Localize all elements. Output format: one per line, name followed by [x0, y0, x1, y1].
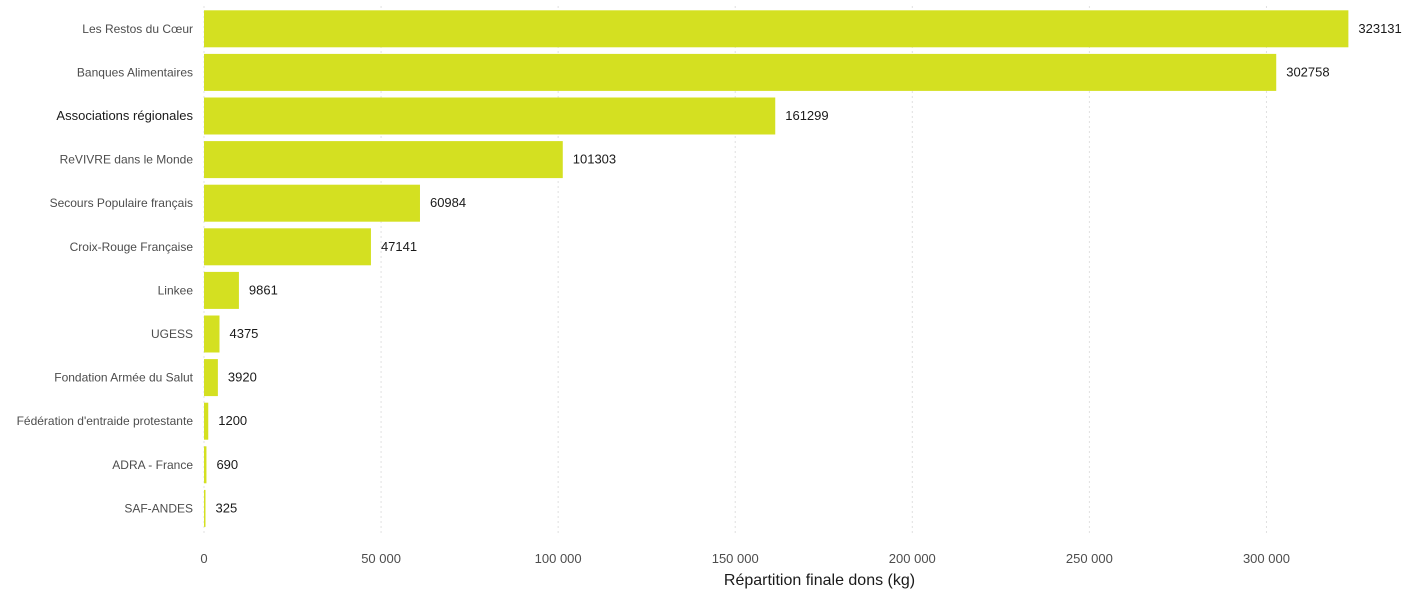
category-label: Croix-Rouge Française — [70, 240, 194, 254]
category-label: SAF-ANDES — [124, 501, 193, 515]
bar — [204, 271, 239, 309]
value-label: 1200 — [218, 413, 247, 428]
category-label: ReVIVRE dans le Monde — [60, 153, 194, 167]
category-label: Banques Alimentaires — [77, 65, 193, 79]
value-label: 47141 — [381, 239, 417, 254]
value-label: 101303 — [573, 152, 616, 167]
value-label: 3920 — [228, 370, 257, 385]
bar — [204, 315, 220, 353]
category-label: UGESS — [151, 327, 193, 341]
value-labels: 323131 302758 161299 101303 60984 47141 9861 43… — [216, 21, 1402, 516]
bar — [204, 228, 371, 266]
x-tick-label: 200 000 — [889, 551, 936, 566]
category-label: Associations régionales — [56, 108, 193, 123]
bar — [204, 141, 563, 179]
category-label: Les Restos du Cœur — [82, 22, 193, 36]
bar — [204, 97, 776, 135]
category-label: Linkee — [158, 283, 194, 297]
x-tick-labels: 0 50 000 100 000 150 000 200 000 250 000 300 0… — [200, 551, 1290, 566]
value-label: 9861 — [249, 282, 278, 297]
bar — [204, 184, 420, 222]
x-axis-title: Répartition finale dons (kg) — [724, 572, 915, 589]
value-label: 690 — [216, 457, 238, 472]
bar — [204, 359, 218, 397]
x-tick-label: 300 000 — [1243, 551, 1290, 566]
category-labels: Les Restos du Cœur Banques Alimentaires As… — [17, 22, 194, 516]
bar — [204, 402, 209, 440]
category-label: Secours Populaire français — [50, 196, 193, 210]
value-label: 4375 — [229, 326, 258, 341]
category-label: ADRA - France — [112, 458, 193, 472]
value-label: 302758 — [1286, 64, 1329, 79]
x-tick-label: 100 000 — [535, 551, 582, 566]
bar — [204, 489, 206, 527]
value-label: 323131 — [1358, 21, 1401, 36]
category-label: Fondation Armée du Salut — [54, 371, 193, 385]
category-label: Fédération d'entraide protestante — [17, 414, 194, 428]
x-tick-label: 50 000 — [361, 551, 401, 566]
value-label: 161299 — [785, 108, 828, 123]
value-label: 325 — [216, 500, 238, 515]
bar — [204, 10, 1349, 48]
bar — [204, 53, 1277, 91]
x-tick-label: 250 000 — [1066, 551, 1113, 566]
value-label: 60984 — [430, 195, 466, 210]
x-tick-label: 0 — [200, 551, 207, 566]
bars — [204, 10, 1349, 527]
x-tick-label: 150 000 — [712, 551, 759, 566]
bar — [204, 446, 207, 484]
